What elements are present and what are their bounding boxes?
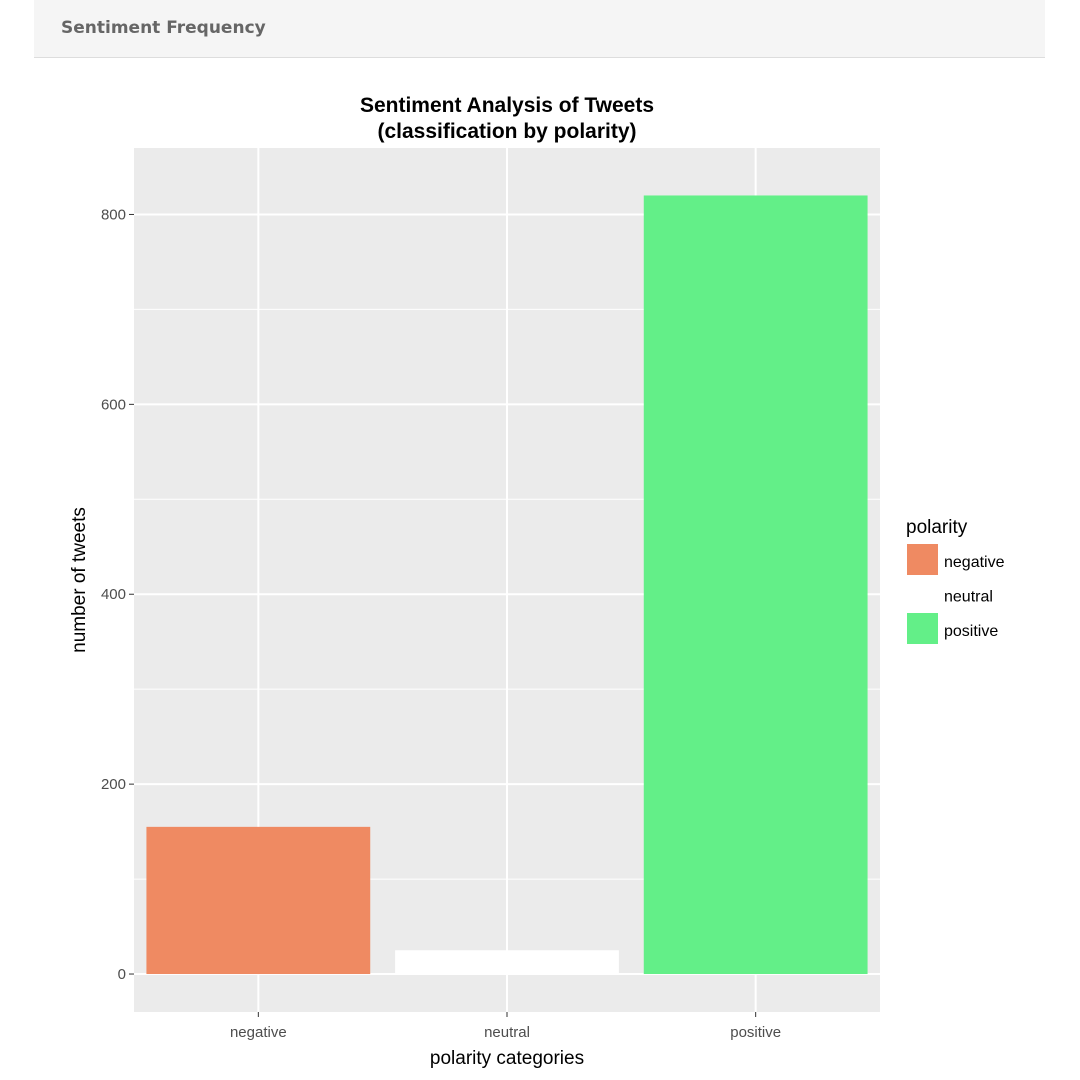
legend-key-negative	[907, 544, 938, 575]
legend-title: polarity	[906, 517, 968, 538]
panel-title: Sentiment Frequency	[61, 18, 266, 38]
legend-label-neutral: neutral	[944, 589, 993, 606]
legend-label-positive: positive	[944, 623, 998, 640]
bar-negative	[146, 826, 371, 975]
legend-label-negative: negative	[944, 554, 1005, 571]
x-axis-ticks: negative neutral positive	[230, 1012, 781, 1041]
bars	[146, 195, 868, 975]
y-tick-label: 200	[101, 776, 126, 793]
x-tick-label: negative	[230, 1024, 287, 1041]
y-tick-label: 400	[101, 586, 126, 603]
chart-title: Sentiment Analysis of Tweets	[360, 94, 654, 117]
x-tick-label: neutral	[484, 1024, 530, 1041]
x-tick-label: positive	[730, 1024, 781, 1041]
y-tick-label: 800	[101, 206, 126, 223]
legend-key-positive	[907, 613, 938, 644]
bar-positive	[643, 195, 868, 975]
x-axis-title: polarity categories	[430, 1048, 584, 1069]
panel-header: Sentiment Frequency	[34, 0, 1045, 58]
legend-key-neutral	[907, 578, 938, 610]
y-axis-title: number of tweets	[69, 507, 90, 653]
y-tick-label: 600	[101, 396, 126, 413]
y-tick-label: 0	[118, 966, 126, 983]
y-axis-ticks: 0 200 400 600 800	[101, 206, 134, 983]
legend: negative neutral positive	[907, 544, 1005, 644]
chart-subtitle: (classification by polarity)	[377, 120, 636, 143]
bar-neutral	[395, 950, 619, 975]
